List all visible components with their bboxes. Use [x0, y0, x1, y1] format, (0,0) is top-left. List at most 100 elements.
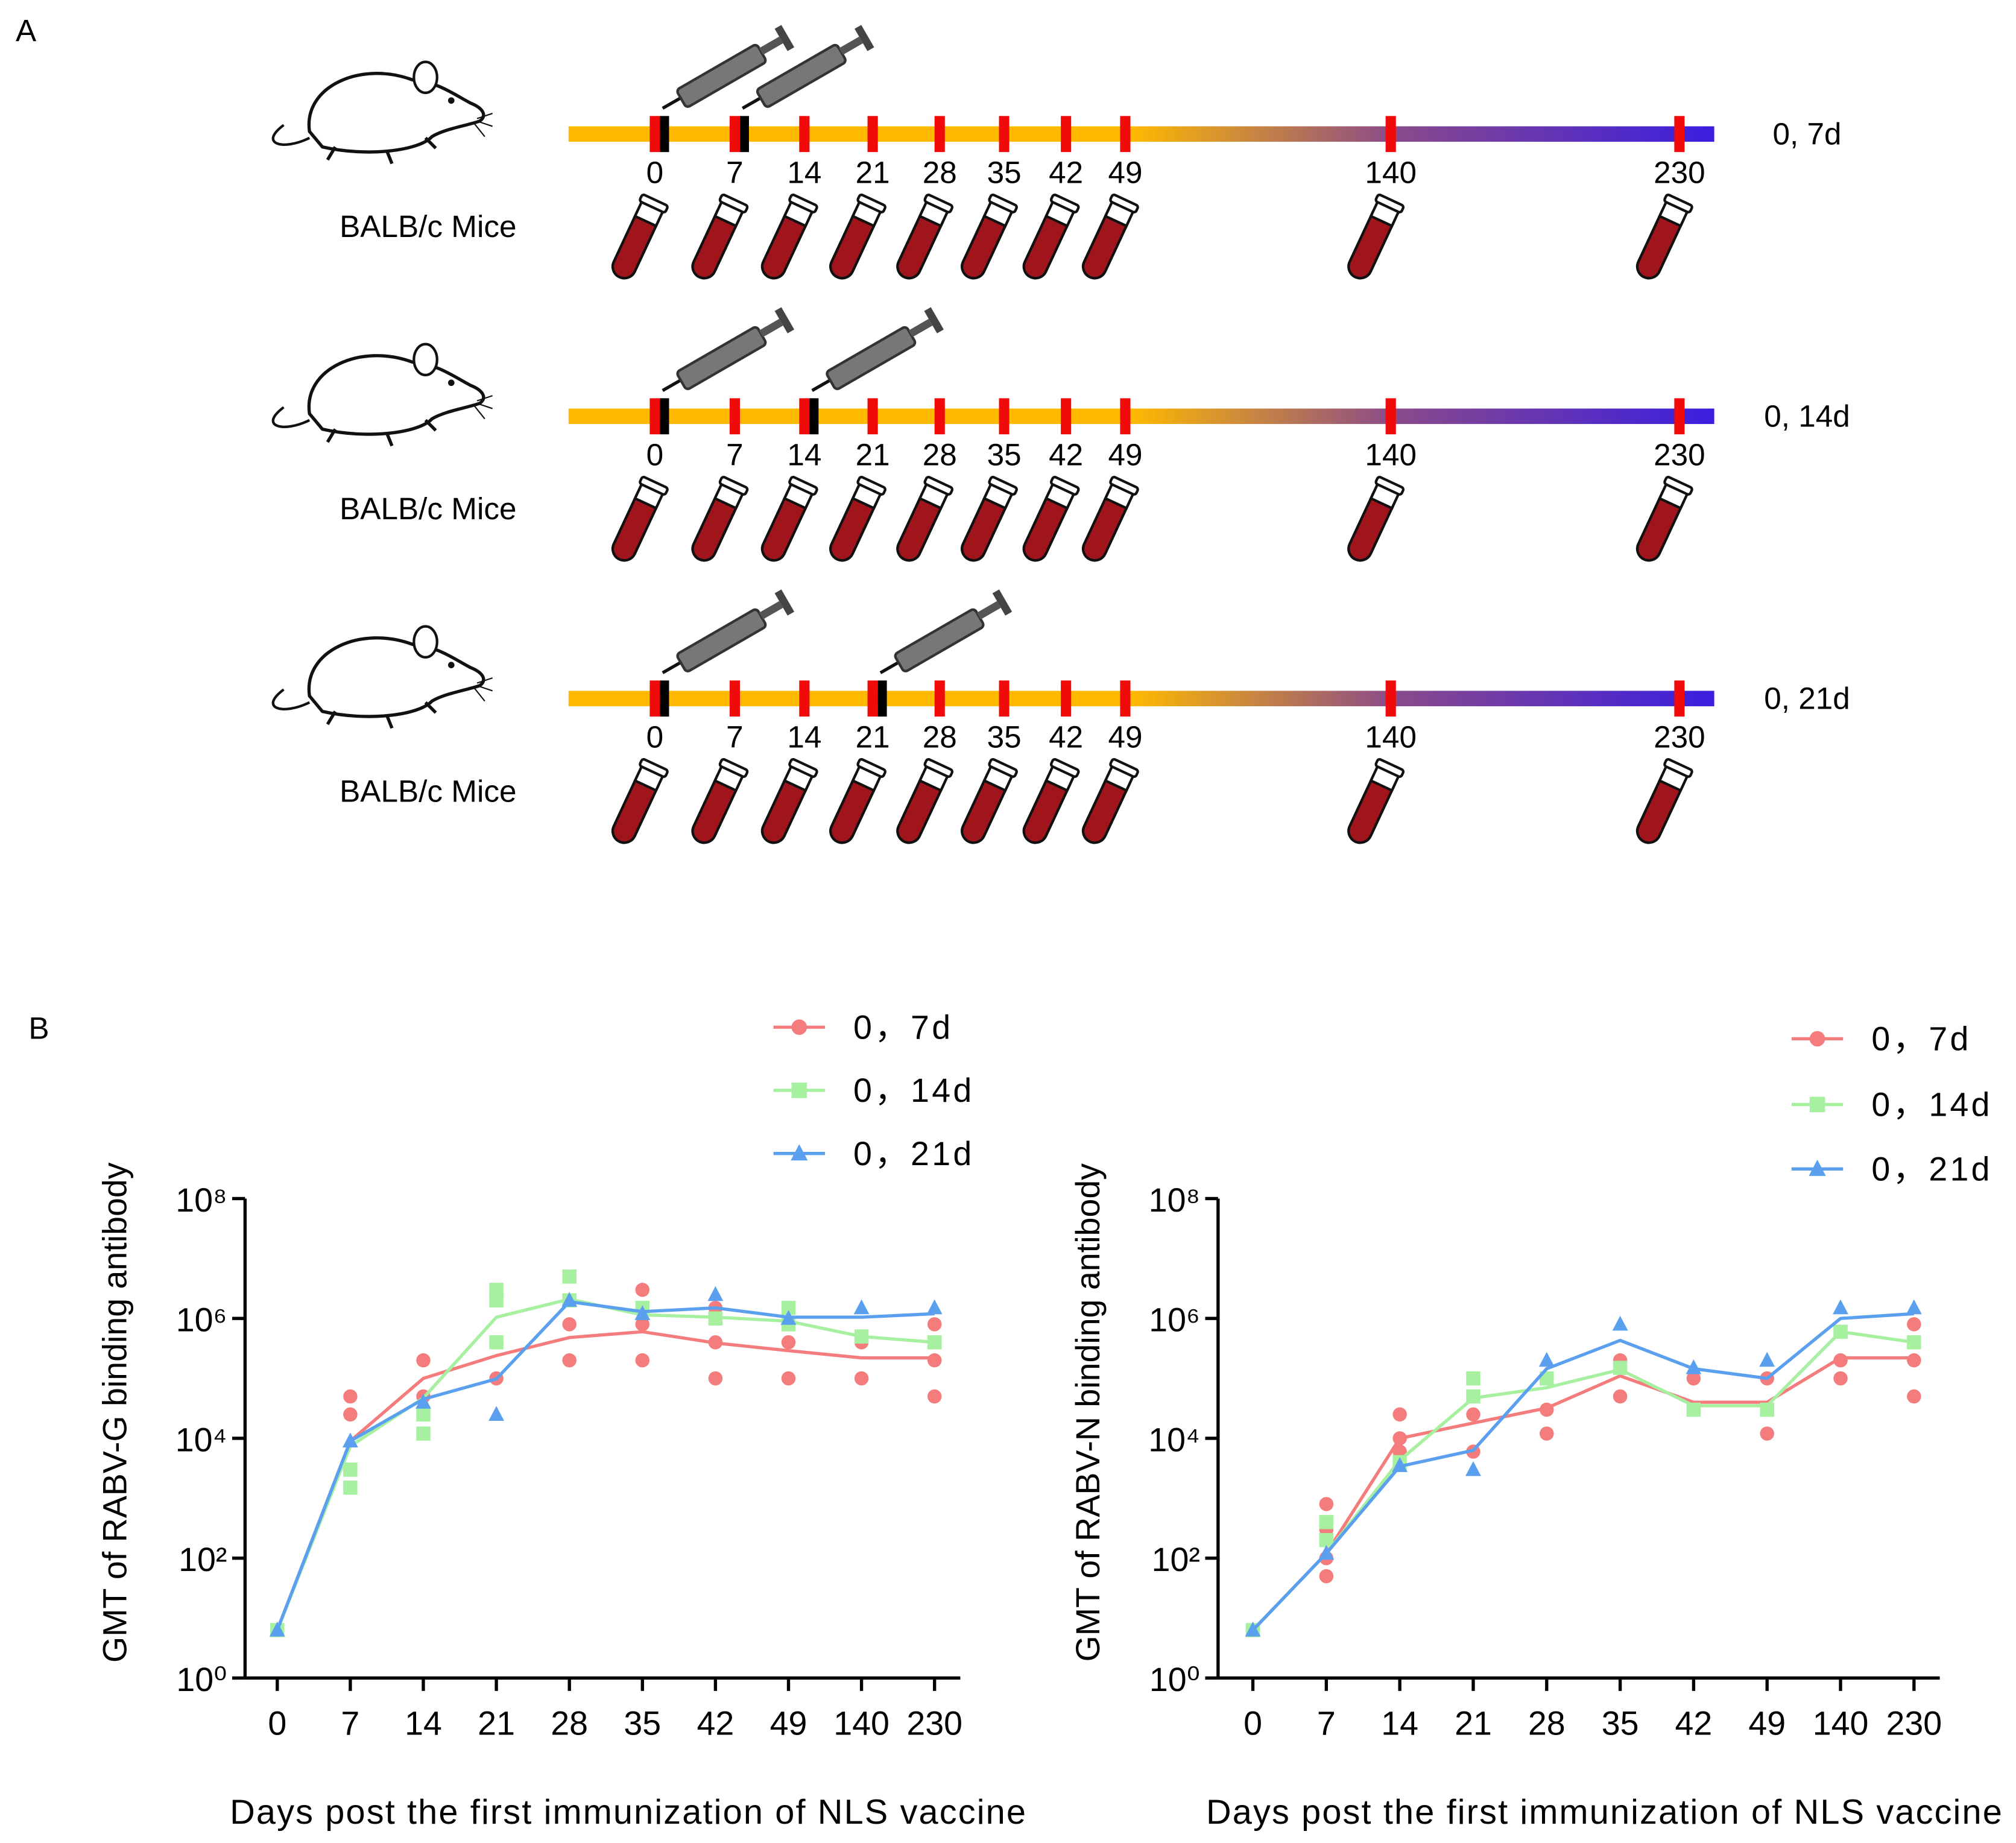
blood-tube — [1342, 194, 1404, 283]
legend-label: 0，7d — [1871, 1020, 1971, 1058]
x-tick-label: 0 — [268, 1704, 286, 1742]
day-label: 7 — [726, 437, 744, 472]
blood-tube — [756, 759, 818, 848]
data-point — [343, 1462, 358, 1477]
data-point — [853, 1299, 870, 1315]
time-marker — [934, 680, 945, 717]
blood-tube — [1342, 476, 1404, 566]
day-label: 42 — [1049, 719, 1083, 754]
data-point — [562, 1317, 577, 1332]
mean-line — [276, 1330, 935, 1631]
legend-marker — [791, 1083, 807, 1098]
blood-tube — [1018, 194, 1079, 283]
data-point — [707, 1286, 724, 1301]
blood-tube — [956, 194, 1017, 283]
blood-tube — [824, 476, 886, 566]
data-point — [927, 1335, 942, 1350]
blood-tube — [756, 194, 818, 283]
data-point — [488, 1406, 505, 1421]
time-marker — [1061, 398, 1072, 435]
blood-tube — [686, 476, 748, 566]
blood-tube — [1077, 759, 1139, 848]
injection-marker — [660, 116, 669, 153]
data-point — [635, 1317, 650, 1332]
mean-line — [276, 1297, 935, 1631]
time-marker — [867, 680, 878, 717]
data-point — [1466, 1407, 1480, 1422]
day-label: 140 — [1365, 437, 1417, 472]
schedule-label: 0, 7d — [1772, 116, 1841, 151]
blood-tube — [891, 194, 953, 283]
syringe — [663, 589, 794, 672]
timeline — [568, 408, 1714, 425]
blood-tube — [891, 759, 953, 848]
time-marker — [1674, 398, 1685, 435]
data-point — [1540, 1426, 1554, 1441]
data-point — [1392, 1457, 1408, 1472]
blood-tube — [1077, 476, 1139, 566]
x-tick-label: 21 — [478, 1704, 515, 1742]
time-marker — [999, 116, 1010, 153]
data-point — [781, 1335, 796, 1350]
day-label: 28 — [923, 437, 957, 472]
time-marker — [867, 116, 878, 153]
data-point — [343, 1389, 358, 1404]
time-marker — [1120, 116, 1131, 153]
x-tick-label: 35 — [1602, 1704, 1639, 1742]
data-point — [854, 1371, 869, 1386]
blood-tube — [1018, 759, 1079, 848]
time-marker — [649, 116, 660, 153]
strain-label: BALB/c Mice — [340, 492, 516, 526]
data-point — [1612, 1315, 1628, 1331]
data-point — [1319, 1497, 1334, 1511]
time-marker — [799, 680, 810, 717]
data-point — [1392, 1407, 1407, 1422]
time-marker — [867, 398, 878, 435]
data-point — [926, 1299, 943, 1315]
x-tick-label: 0 — [1243, 1704, 1262, 1742]
data-point — [1907, 1317, 1921, 1332]
data-point — [781, 1300, 796, 1315]
injection-marker — [877, 680, 887, 717]
x-tick-label: 230 — [1886, 1704, 1942, 1742]
blood-tube — [1077, 194, 1139, 283]
data-point — [416, 1353, 431, 1368]
time-marker — [1120, 398, 1131, 435]
blood-tube — [756, 476, 818, 566]
time-marker — [1385, 398, 1396, 435]
blood-tube — [956, 476, 1017, 566]
day-label: 14 — [787, 437, 821, 472]
day-label: 49 — [1108, 437, 1142, 472]
data-point — [1907, 1353, 1921, 1368]
y-axis-title: GMT of RABV-G binding antibody — [96, 1162, 134, 1663]
strain-label: BALB/c Mice — [340, 774, 516, 808]
data-point — [927, 1317, 942, 1332]
day-label: 14 — [787, 719, 821, 754]
blood-tube — [1631, 476, 1693, 566]
data-point — [927, 1389, 942, 1404]
day-label: 42 — [1049, 155, 1083, 189]
time-marker — [1674, 116, 1685, 153]
x-tick-label: 7 — [1317, 1704, 1336, 1742]
data-point — [1465, 1461, 1481, 1476]
legend-label: 0，21d — [1871, 1151, 1992, 1188]
blood-tube — [1018, 476, 1079, 566]
x-axis-title: Days post the first immunization of NLS … — [230, 1793, 1027, 1832]
day-label: 21 — [856, 155, 890, 189]
data-point — [1907, 1389, 1921, 1404]
time-marker — [649, 680, 660, 717]
x-tick-label: 49 — [1748, 1704, 1786, 1742]
x-tick-label: 21 — [1455, 1704, 1492, 1742]
day-label: 35 — [987, 437, 1022, 472]
mean-line — [276, 1300, 935, 1631]
day-label: 49 — [1108, 719, 1142, 754]
schedule-label: 0, 21d — [1764, 681, 1850, 715]
blood-tube — [607, 476, 668, 566]
y-tick-label: 10² — [1152, 1541, 1200, 1578]
panel-label: B — [28, 1011, 49, 1045]
time-marker — [799, 398, 810, 435]
data-point — [1538, 1351, 1555, 1367]
time-marker — [1061, 680, 1072, 717]
legend-label: 0，14d — [853, 1072, 975, 1109]
